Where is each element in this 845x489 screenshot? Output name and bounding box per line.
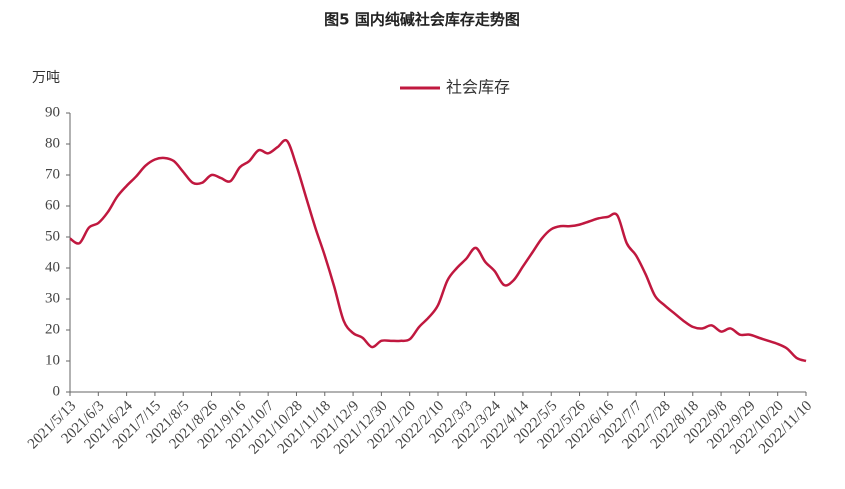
y-tick-label: 20 — [45, 321, 60, 337]
y-tick-label: 10 — [45, 352, 60, 368]
y-tick-label: 90 — [45, 104, 60, 120]
y-tick-label: 0 — [53, 383, 61, 399]
y-axis-label: 万吨 — [32, 70, 60, 86]
y-tick-label: 50 — [45, 228, 60, 244]
y-tick-label: 60 — [45, 197, 60, 213]
y-tick-label: 70 — [45, 166, 60, 182]
chart-title: 图5 国内纯碱社会库存走势图 — [324, 11, 520, 29]
y-tick-label: 30 — [45, 290, 60, 306]
data-line — [69, 138, 807, 363]
y-tick-label: 80 — [45, 135, 60, 151]
legend-label: 社会库存 — [446, 78, 510, 97]
y-tick-label: 40 — [45, 259, 60, 275]
